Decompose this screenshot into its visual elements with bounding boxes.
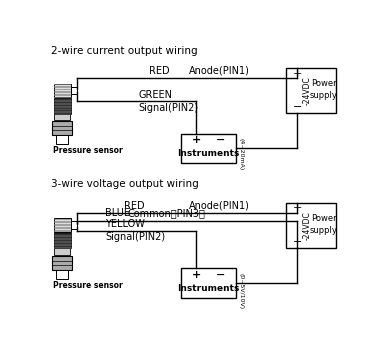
Bar: [70, 222, 77, 229]
Bar: [53, 218, 70, 232]
Text: Power: Power: [311, 79, 337, 88]
Bar: [286, 203, 337, 247]
Text: (0~5V/10V): (0~5V/10V): [239, 273, 244, 309]
Bar: [52, 121, 72, 135]
Bar: [53, 84, 70, 97]
Text: supply: supply: [310, 91, 338, 100]
Text: −: −: [216, 270, 226, 280]
Bar: [70, 87, 77, 94]
Text: GREEN: GREEN: [139, 90, 173, 100]
Text: Power: Power: [311, 214, 337, 223]
Text: +: +: [192, 270, 201, 280]
Text: −: −: [216, 135, 226, 145]
Text: −: −: [293, 103, 302, 112]
Text: Anode(PIN1): Anode(PIN1): [189, 66, 250, 76]
Bar: [53, 98, 70, 114]
Text: Signal(PIN2): Signal(PIN2): [139, 103, 199, 113]
Text: 3-wire voltage output wiring: 3-wire voltage output wiring: [51, 179, 199, 189]
Text: RED: RED: [149, 66, 170, 76]
Text: Anode(PIN1): Anode(PIN1): [189, 201, 250, 211]
Text: (4~20mA): (4~20mA): [239, 138, 244, 170]
Bar: [181, 134, 236, 163]
Bar: [53, 233, 70, 248]
Text: Pressure sensor: Pressure sensor: [53, 146, 122, 155]
Bar: [52, 256, 72, 270]
Text: +: +: [293, 69, 302, 78]
Text: -24VDC: -24VDC: [303, 76, 312, 105]
Bar: [181, 268, 236, 298]
Text: supply: supply: [310, 226, 338, 235]
Bar: [286, 68, 337, 113]
Text: 2-wire current output wiring: 2-wire current output wiring: [51, 46, 198, 56]
Bar: [56, 135, 68, 145]
Text: −: −: [293, 237, 302, 247]
Text: Pressure sensor: Pressure sensor: [53, 281, 122, 290]
Bar: [54, 114, 70, 120]
Text: BLUE: BLUE: [105, 208, 130, 218]
Text: +: +: [192, 135, 201, 145]
Text: Instruments: Instruments: [177, 149, 240, 158]
Text: RED: RED: [124, 201, 144, 211]
Text: Signal(PIN2): Signal(PIN2): [105, 232, 166, 242]
Bar: [56, 270, 68, 279]
Text: -24VDC: -24VDC: [303, 211, 312, 240]
Text: +: +: [293, 203, 302, 213]
Text: YELLOW: YELLOW: [105, 219, 146, 229]
Bar: [54, 248, 70, 254]
Text: Common（PIN3）: Common（PIN3）: [127, 208, 205, 218]
Text: Instruments: Instruments: [177, 284, 240, 293]
